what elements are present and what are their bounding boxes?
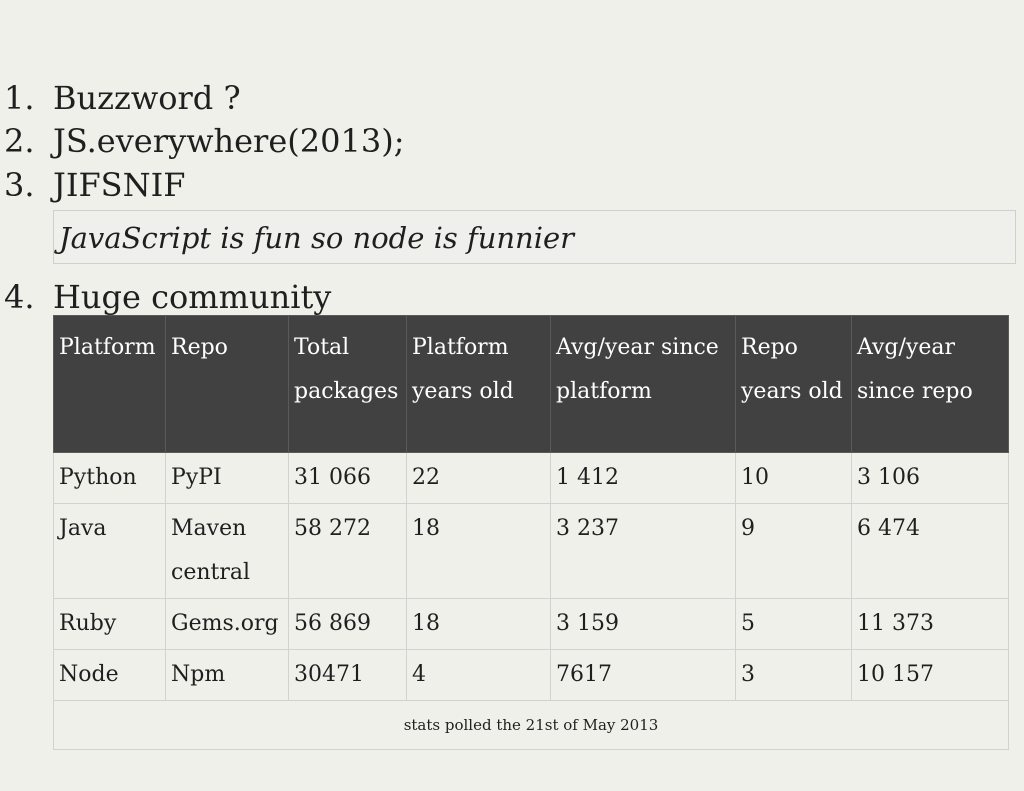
- table-header-row: Platform Repo Total packages Platform ye…: [53, 315, 1009, 453]
- header-cell: Repo years old: [735, 315, 852, 453]
- table-cell: Npm: [165, 649, 289, 701]
- table-cell: Gems.org: [165, 598, 289, 650]
- header-cell: Avg/year since platform: [550, 315, 736, 453]
- table-cell: 1 412: [550, 452, 736, 504]
- table-footer-row: stats polled the 21st of May 2013: [53, 700, 1009, 750]
- list-text: JIFSNIF: [53, 166, 186, 204]
- table-cell: 31 066: [288, 452, 407, 504]
- table-footer-note: stats polled the 21st of May 2013: [53, 700, 1009, 750]
- header-cell: Total packages: [288, 315, 407, 453]
- list-text: Buzzword ?: [53, 79, 241, 117]
- table-cell: 3 237: [550, 503, 736, 599]
- table-cell: 56 869: [288, 598, 407, 650]
- list-text: Huge community: [53, 278, 332, 316]
- table-cell: 18: [406, 598, 551, 650]
- table-cell: Java: [53, 503, 166, 599]
- table-cell: 7617: [550, 649, 736, 701]
- header-cell: Platform: [53, 315, 166, 453]
- table-cell: 10 157: [851, 649, 1009, 701]
- table-cell: 22: [406, 452, 551, 504]
- table-cell: PyPI: [165, 452, 289, 504]
- table-cell: Python: [53, 452, 166, 504]
- list-number: 2.: [4, 122, 35, 160]
- list-text: JS.everywhere(2013);: [53, 122, 405, 160]
- table-row: Java Maven central 58 272 18 3 237 9 6 4…: [53, 503, 1009, 599]
- table-row: Ruby Gems.org 56 869 18 3 159 5 11 373: [53, 598, 1009, 650]
- table-cell: Maven central: [165, 503, 289, 599]
- table-cell: 9: [735, 503, 852, 599]
- header-cell: Platform years old: [406, 315, 551, 453]
- list-number: 1.: [4, 79, 35, 117]
- table-cell: 5: [735, 598, 852, 650]
- table-cell: 11 373: [851, 598, 1009, 650]
- header-cell: Avg/year since repo: [851, 315, 1009, 453]
- table-cell: 4: [406, 649, 551, 701]
- table-row: Python PyPI 31 066 22 1 412 10 3 106: [53, 452, 1009, 504]
- stats-table: Platform Repo Total packages Platform ye…: [53, 315, 1009, 750]
- table-cell: 3 159: [550, 598, 736, 650]
- table-cell: 3: [735, 649, 852, 701]
- quote-block: JavaScript is fun so node is funnier: [53, 210, 1016, 264]
- table-cell: 3 106: [851, 452, 1009, 504]
- list-number: 4.: [4, 278, 35, 316]
- table-cell: 58 272: [288, 503, 407, 599]
- table-cell: Ruby: [53, 598, 166, 650]
- table-cell: 30471: [288, 649, 407, 701]
- table-cell: Node: [53, 649, 166, 701]
- list-number: 3.: [4, 166, 35, 204]
- table-cell: 18: [406, 503, 551, 599]
- table-row: Node Npm 30471 4 7617 3 10 157: [53, 649, 1009, 701]
- table-cell: 6 474: [851, 503, 1009, 599]
- header-cell: Repo: [165, 315, 289, 453]
- table-cell: 10: [735, 452, 852, 504]
